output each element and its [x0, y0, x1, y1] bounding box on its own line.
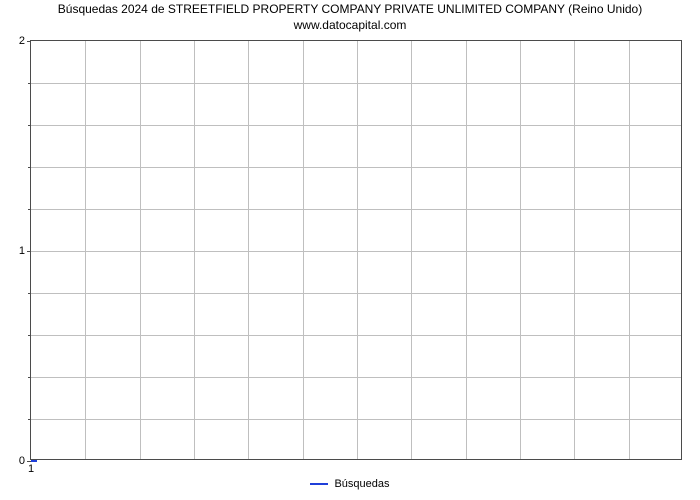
y-axis-minor-tick [28, 419, 31, 420]
grid-line-vertical [140, 41, 141, 459]
grid-line-horizontal [31, 83, 681, 84]
y-axis-tick-label: 0 [19, 455, 25, 467]
grid-line-horizontal [31, 125, 681, 126]
chart-plot-area: 0121 [30, 40, 682, 460]
y-axis-minor-tick [28, 209, 31, 210]
grid-line-horizontal [31, 377, 681, 378]
y-axis-tick [27, 41, 31, 42]
grid-line-vertical [194, 41, 195, 459]
grid-line-vertical [466, 41, 467, 459]
y-axis-minor-tick [28, 293, 31, 294]
y-axis-minor-tick [28, 167, 31, 168]
chart-title-line1: Búsquedas 2024 de STREETFIELD PROPERTY C… [0, 2, 700, 18]
grid-line-vertical [248, 41, 249, 459]
grid-line-horizontal [31, 419, 681, 420]
grid-line-horizontal [31, 293, 681, 294]
y-axis-tick-label: 2 [19, 35, 25, 47]
grid-line-vertical [629, 41, 630, 459]
grid-line-horizontal [31, 251, 681, 252]
grid-line-vertical [303, 41, 304, 459]
chart-title-block: Búsquedas 2024 de STREETFIELD PROPERTY C… [0, 2, 700, 33]
series-line [31, 460, 37, 462]
chart-title-line2: www.datocapital.com [0, 18, 700, 34]
y-axis-tick-label: 1 [19, 245, 25, 257]
grid-line-horizontal [31, 209, 681, 210]
grid-line-horizontal [31, 335, 681, 336]
y-axis-minor-tick [28, 83, 31, 84]
grid-line-vertical [520, 41, 521, 459]
y-axis-tick [27, 251, 31, 252]
x-axis-tick-label: 1 [28, 463, 34, 475]
y-axis-minor-tick [28, 377, 31, 378]
y-axis-minor-tick [28, 125, 31, 126]
grid-line-horizontal [31, 167, 681, 168]
legend-swatch [310, 483, 328, 485]
grid-line-vertical [574, 41, 575, 459]
grid-line-vertical [85, 41, 86, 459]
y-axis-minor-tick [28, 335, 31, 336]
chart-legend: Búsquedas [0, 478, 700, 490]
grid-line-vertical [411, 41, 412, 459]
legend-label: Búsquedas [334, 478, 389, 490]
grid-line-vertical [357, 41, 358, 459]
